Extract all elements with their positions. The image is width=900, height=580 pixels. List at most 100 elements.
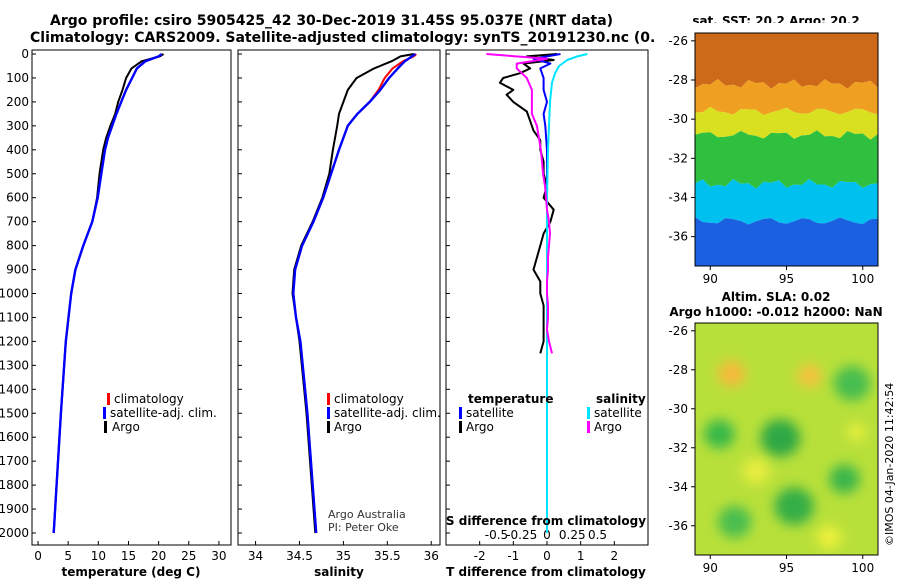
sst-lon-tick-label: 95 (779, 272, 794, 286)
sst-band (695, 106, 878, 140)
legend-swatch-argo (327, 421, 330, 433)
sst-lat-tick-label: -30 (668, 112, 688, 126)
s-diff-tick-label: -0.5 (485, 528, 508, 542)
temperature-x-tick-label: 25 (181, 549, 196, 563)
s-difference-label: S difference from climatology (446, 514, 646, 528)
depth-tick-label: 1700 (0, 454, 29, 468)
legend-swatch-climatology (107, 393, 110, 405)
sst-map-panel: sat. SST: 20.2 Argo: 20.2 -26-28-30-32-3… (655, 14, 900, 286)
difference-x-tick-label: -1 (507, 549, 519, 563)
sla-lat-tick-label: -32 (668, 441, 688, 455)
legend-title-salinity: salinity (596, 392, 646, 406)
s-diff-tick-label: 0.25 (559, 528, 586, 542)
depth-tick-label: 500 (6, 167, 29, 181)
salinity-x-tick-label: 36 (424, 549, 439, 563)
sla-lon-tick-label: 90 (703, 561, 718, 575)
depth-tick-label: 100 (6, 71, 29, 85)
sla-anomaly-blob (717, 360, 746, 387)
sst-mask (695, 23, 878, 33)
temperature-xlabel: temperature (deg C) (62, 565, 201, 579)
depth-tick-label: 1400 (0, 382, 29, 396)
sla-lat-tick-label: -34 (668, 480, 688, 494)
legend-swatch-climatology (327, 393, 330, 405)
sst-lat-tick-label: -28 (668, 73, 688, 87)
depth-tick-label: 200 (6, 95, 29, 109)
t-difference-xlabel: T difference from climatology (446, 565, 646, 579)
sst-band (695, 217, 878, 266)
series-line-argo-s (486, 53, 553, 354)
series-line-satellite-s (546, 53, 588, 533)
sst-band (695, 79, 878, 115)
depth-tick-label: 0 (21, 47, 29, 61)
legend-label-argo: Argo (334, 420, 362, 434)
depth-tick-label: 600 (6, 191, 29, 205)
series-line-satellite-adj-clim- (292, 53, 417, 534)
sst-band (695, 33, 878, 89)
sla-lat-tick-label: -30 (668, 402, 688, 416)
sla-anomaly-blob (797, 364, 822, 388)
salinity-x-tick-label: 35 (336, 549, 351, 563)
legend-title-temperature: temperature (468, 392, 553, 406)
series-line-climatology (52, 53, 163, 534)
sla-lat-tick-label: -28 (668, 363, 688, 377)
salinity-panel: 34 34.5 35 35.5 36 salinity climatology sate… (237, 49, 441, 579)
s-diff-tick-label: -0.25 (506, 528, 537, 542)
legend-label-argo: Argo (112, 420, 140, 434)
sst-lon-tick-label: 100 (851, 272, 874, 286)
difference-x-tick-label: 1 (577, 549, 585, 563)
sla-anomaly-blob (760, 419, 801, 457)
temperature-legend: climatology satellite-adj. clim. Argo (103, 392, 217, 434)
temperature-axes-frame (31, 49, 232, 546)
sst-lat-tick-label: -32 (668, 151, 688, 165)
salinity-x-tick-label: 34 (248, 549, 263, 563)
sla-anomaly-blob (717, 505, 752, 538)
series-line-satellite-adj-clim- (52, 53, 163, 534)
depth-tick-label: 1600 (0, 430, 29, 444)
sla-anomaly-blob (847, 423, 866, 441)
temperature-x-tick-label: 20 (151, 549, 166, 563)
difference-x-tick-label: -2 (474, 549, 486, 563)
sst-lat-tick-label: -36 (668, 230, 688, 244)
legend-label-climatology: climatology (114, 392, 184, 406)
credit-pi: PI: Peter Oke (328, 521, 399, 534)
temperature-panel: 0100200300400500600700800900100011001200… (0, 47, 232, 579)
series-line-argo-t (498, 53, 558, 354)
sla-anomaly-blob (817, 525, 842, 550)
depth-tick-label: 700 (6, 215, 29, 229)
sst-band (695, 179, 878, 225)
difference-panel: -2 -1 0 1 2 -0.5-0.25 0 0.25 0.5 T difference fr… (445, 49, 649, 579)
temperature-x-tick-label: 10 (91, 549, 106, 563)
figure-title-line1: Argo profile: csiro 5905425_42 30-Dec-20… (50, 13, 614, 29)
sla-map-title: Altim. SLA: 0.02 (722, 290, 831, 304)
salinity-x-tick-label: 34.5 (286, 549, 313, 563)
temperature-x-tick-label: 15 (121, 549, 136, 563)
legend-swatch-satellite-s (587, 407, 590, 419)
sla-anomaly-blob (833, 366, 871, 401)
sst-lat-tick-label: -34 (668, 190, 688, 204)
sla-lon-tick-label: 100 (851, 561, 874, 575)
sla-map-panel: Altim. SLA: 0.02 Argo h1000: -0.012 h200… (668, 290, 882, 575)
s-diff-tick-label: 0 (543, 528, 551, 542)
legend-swatch-argo-s (587, 421, 590, 433)
legend-label-satellite-s: satellite (594, 406, 642, 420)
legend-label-satellite-t: satellite (466, 406, 514, 420)
depth-tick-label: 900 (6, 263, 29, 277)
depth-tick-label: 1000 (0, 287, 29, 301)
temperature-x-tick-label: 30 (211, 549, 226, 563)
salinity-x-tick-label: 35.5 (374, 549, 401, 563)
legend-label-argo-t: Argo (466, 420, 494, 434)
legend-label-satellite: satellite-adj. clim. (110, 406, 217, 420)
depth-tick-label: 800 (6, 239, 29, 253)
temperature-x-tick-label: 5 (64, 549, 72, 563)
credit-org: Argo Australia (328, 508, 406, 521)
sla-lat-tick-label: -36 (668, 519, 688, 533)
sla-map-subtitle: Argo h1000: -0.012 h2000: NaN (669, 305, 882, 319)
depth-tick-label: 1900 (0, 502, 29, 516)
depth-tick-label: 1500 (0, 406, 29, 420)
s-diff-tick-label: 0.5 (588, 528, 607, 542)
temperature-x-tick-label: 0 (34, 549, 42, 563)
difference-legend: temperature salinity satellite Argo sate… (459, 392, 646, 434)
sla-anomaly-blob (704, 419, 735, 449)
salinity-legend: climatology satellite-adj. clim. Argo (327, 392, 441, 434)
sst-lat-tick-label: -26 (668, 34, 688, 48)
